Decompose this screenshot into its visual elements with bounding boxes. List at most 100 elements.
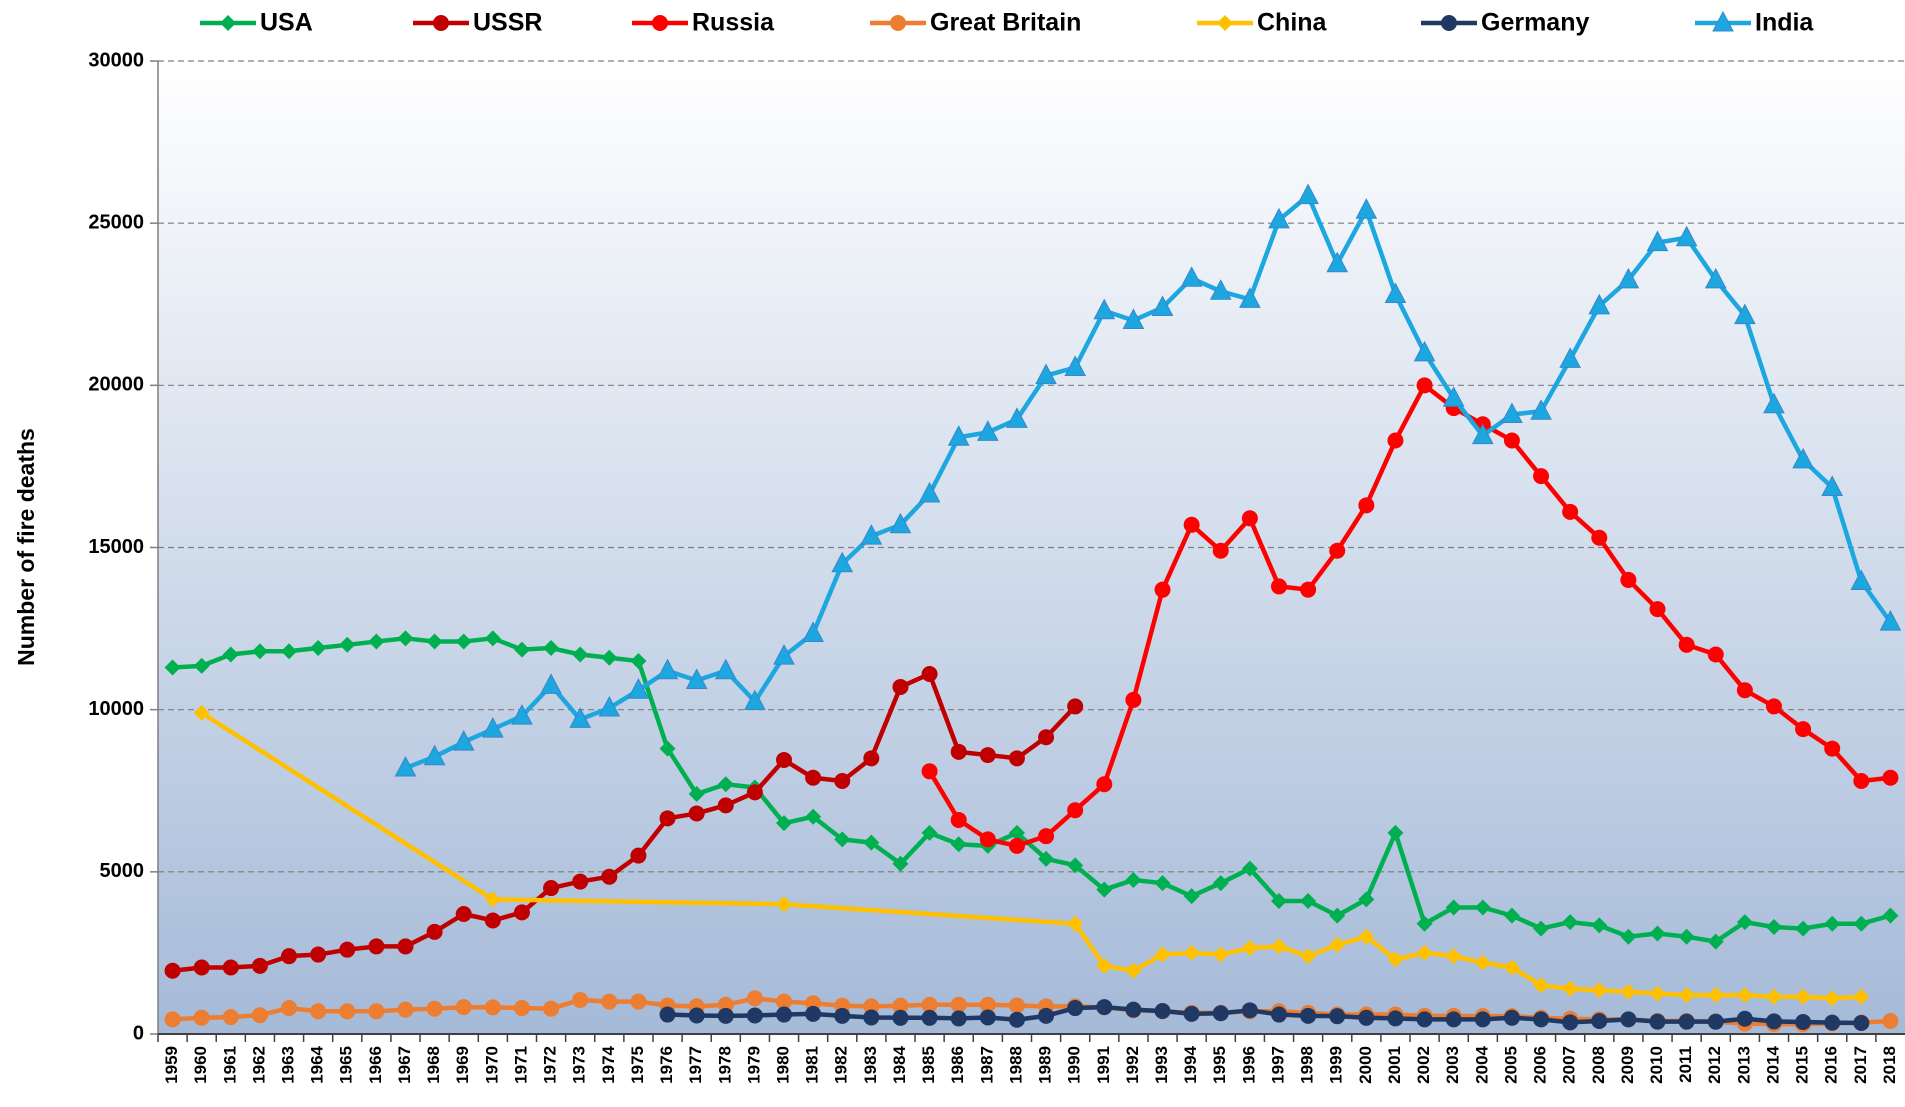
marker [1620,1011,1637,1028]
y-axis-label: Number of fire deaths [13,428,39,666]
y-tick-label: 10000 [88,698,144,720]
marker [1329,1008,1346,1025]
marker [1678,1013,1695,1030]
marker [1067,802,1084,819]
x-tick-label: 1976 [657,1046,676,1084]
marker [1503,907,1520,924]
x-tick-label: 1969 [453,1046,472,1084]
marker [1241,510,1258,527]
marker [1270,893,1287,910]
legend-marker [433,15,449,31]
marker [889,512,912,534]
marker [511,704,533,725]
marker [1533,977,1550,994]
marker [1850,569,1873,591]
marker [1183,888,1200,905]
x-tick-label: 1996 [1239,1046,1258,1084]
marker [1413,340,1436,362]
y-tick-label: 5000 [100,860,145,882]
marker [1241,940,1258,957]
marker [1649,925,1666,942]
marker [979,747,996,764]
marker [1183,944,1200,961]
x-tick-label: 1972 [541,1046,560,1084]
marker [1154,1002,1171,1019]
x-tick-label: 1981 [803,1046,822,1084]
marker [164,962,181,979]
legend-marker [890,15,906,31]
marker [1212,1005,1229,1022]
x-tick-label: 1967 [395,1046,414,1084]
marker [688,1007,705,1024]
marker [1038,1007,1055,1024]
marker [1329,907,1346,924]
marker [1620,983,1637,1000]
marker [1093,298,1116,320]
marker [310,1003,327,1020]
x-tick-label: 1995 [1210,1046,1229,1084]
marker [1006,407,1028,428]
marker [685,668,708,689]
marker [484,891,501,908]
marker [1241,1002,1258,1019]
marker [1268,207,1290,229]
x-tick-label: 2013 [1734,1046,1753,1084]
marker [918,481,941,503]
marker [1096,999,1113,1016]
x-tick-label: 1960 [191,1046,210,1084]
marker [1882,1013,1899,1030]
x-tick-label: 1974 [599,1045,618,1083]
marker [572,873,589,890]
marker [1649,1013,1666,1030]
marker [601,993,618,1010]
marker [921,1009,938,1026]
marker [1853,988,1870,1005]
marker [863,1009,880,1026]
marker [1824,1014,1841,1031]
y-tick-label: 0 [133,1022,144,1044]
x-tick-label: 2012 [1705,1046,1724,1084]
marker [1765,1013,1782,1030]
legend-marker [1712,10,1734,32]
marker [368,1003,385,1020]
marker [310,946,327,963]
marker [776,896,793,913]
marker [426,923,443,940]
marker [1038,828,1055,845]
marker [281,948,298,965]
marker [1445,1011,1462,1028]
marker [1591,529,1608,546]
series [921,377,1899,854]
marker [1387,1010,1404,1027]
legend-label: Germany [1481,9,1589,37]
marker [1300,893,1317,910]
x-tick-label: 1988 [1006,1046,1025,1084]
marker [484,630,501,647]
marker [1649,601,1666,618]
marker [1765,988,1782,1005]
y-tick-label: 30000 [88,49,144,71]
series-line [404,193,1893,771]
marker [1300,581,1317,598]
marker [1734,303,1756,325]
marker [1736,1010,1753,1027]
marker [1008,824,1025,841]
marker [921,665,938,682]
marker [543,880,560,897]
marker [1707,646,1724,663]
marker [744,689,766,711]
legend-marker [1217,15,1233,31]
marker [164,1011,181,1028]
marker [1675,225,1698,247]
marker [717,996,734,1013]
marker [1064,355,1087,376]
marker [513,641,530,658]
marker [630,847,647,864]
marker [1649,985,1666,1002]
marker [1151,295,1174,316]
x-tick-label: 2005 [1501,1046,1520,1084]
marker [714,658,737,680]
marker [659,740,676,757]
marker [630,653,647,670]
marker [1035,363,1057,385]
